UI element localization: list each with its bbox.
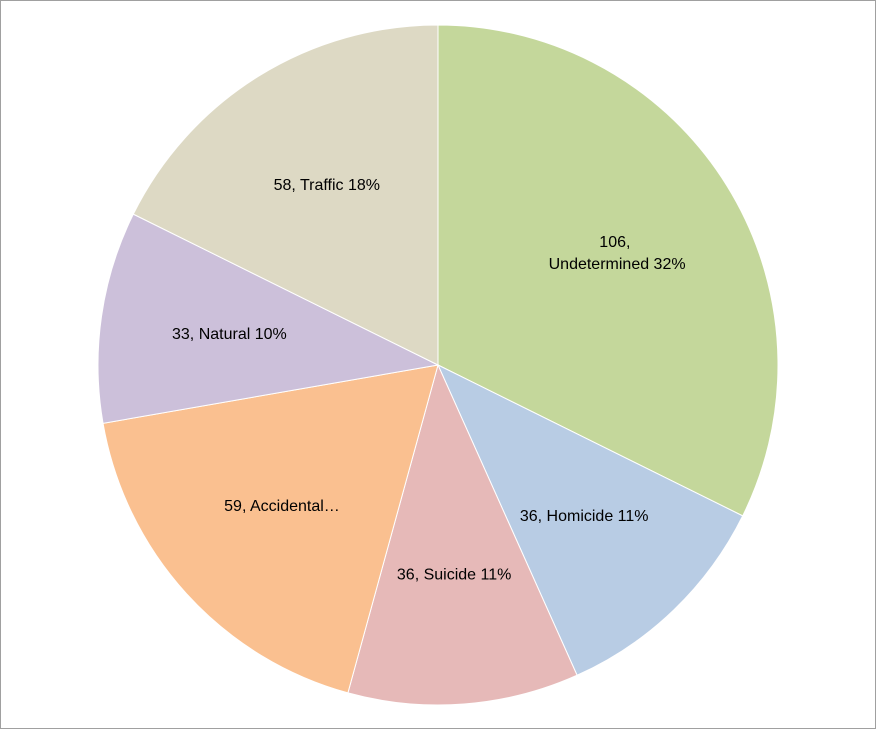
pie-slice [347,363,578,706]
data-label-line: Undetermined 32% [549,256,686,273]
pie-slice [102,364,439,694]
data-label-line: 106, [599,234,635,251]
pie-slice [437,24,779,517]
pie-slice [97,213,440,424]
data-label: 59, Accidental… [224,498,340,515]
data-label: 106, Undetermined 32% [549,234,686,273]
data-label: 33, Natural 10% [172,326,287,343]
data-label: 36, Homicide 11% [520,508,649,525]
data-label: 58, Traffic 18% [274,177,380,194]
pie-slice [132,24,439,366]
data-label: 36, Suicide 11% [397,566,511,583]
pie-slice [436,363,744,676]
